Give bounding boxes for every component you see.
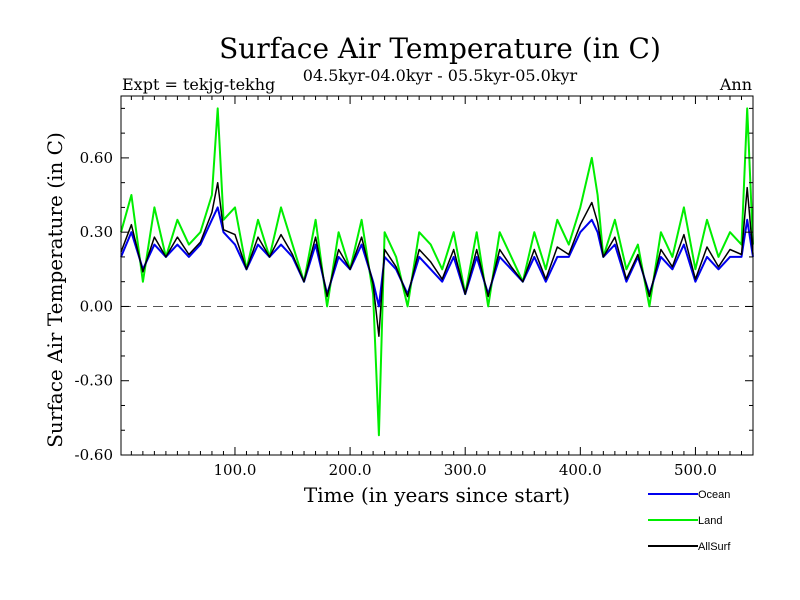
plot-frame (120, 95, 754, 456)
plot-area (120, 107, 754, 437)
legend: Ocean Land AllSurf (648, 489, 731, 553)
experiment-label: Expt = tekjg-tekhg (122, 75, 275, 94)
season-label: Ann (719, 75, 752, 94)
y-tick-label: -0.30 (75, 372, 113, 390)
chart-title: Surface Air Temperature (in C) (219, 32, 661, 65)
y-tick-label: 0.00 (80, 297, 113, 315)
legend-label-allsurf: AllSurf (698, 541, 731, 553)
x-tick-label: 400.0 (559, 461, 602, 479)
series-line-land (120, 107, 754, 437)
y-axis-label: Surface Air Temperature (in C) (43, 132, 67, 448)
axes: 100.0 200.0 300.0 400.0 500.0 -0.60 -0.30 0.00 0… (75, 96, 754, 479)
series-line-allsurf (120, 181, 754, 337)
y-tick-label: 0.60 (80, 149, 113, 167)
legend-label-ocean: Ocean (698, 489, 730, 501)
chart-subtitle: 04.5kyr-04.0kyr - 05.5kyr-05.0kyr (303, 66, 578, 85)
x-axis-label: Time (in years since start) (304, 483, 570, 507)
x-tick-label: 200.0 (329, 461, 372, 479)
x-tick-label: 100.0 (213, 461, 256, 479)
legend-label-land: Land (698, 515, 722, 527)
x-tick-label: 500.0 (674, 461, 717, 479)
x-tick-label: 300.0 (444, 461, 487, 479)
y-tick-label: -0.60 (75, 446, 113, 464)
y-tick-label: 0.30 (80, 223, 113, 241)
